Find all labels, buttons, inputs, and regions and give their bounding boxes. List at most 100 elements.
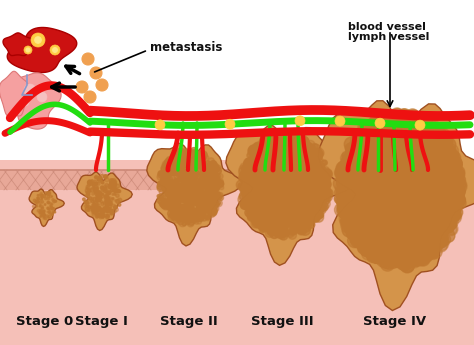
Circle shape <box>177 204 182 209</box>
Circle shape <box>43 215 45 217</box>
Circle shape <box>296 206 302 212</box>
Circle shape <box>104 175 108 178</box>
Circle shape <box>378 215 389 226</box>
Circle shape <box>348 207 356 216</box>
Circle shape <box>411 142 420 151</box>
Circle shape <box>377 137 391 151</box>
Circle shape <box>402 212 408 218</box>
Circle shape <box>388 141 394 148</box>
Circle shape <box>428 191 434 197</box>
Circle shape <box>416 114 425 122</box>
Circle shape <box>430 130 439 139</box>
Circle shape <box>376 163 384 171</box>
Circle shape <box>383 115 393 125</box>
Circle shape <box>318 175 327 184</box>
Circle shape <box>266 152 273 159</box>
Circle shape <box>198 160 202 165</box>
Circle shape <box>264 202 270 208</box>
Circle shape <box>167 163 173 170</box>
Circle shape <box>364 210 373 219</box>
Circle shape <box>244 191 251 198</box>
Circle shape <box>286 205 295 213</box>
Circle shape <box>344 224 352 231</box>
Circle shape <box>170 164 174 168</box>
Circle shape <box>177 215 184 222</box>
Circle shape <box>218 193 223 198</box>
Circle shape <box>191 216 198 223</box>
Circle shape <box>115 206 118 208</box>
Circle shape <box>205 176 213 183</box>
Circle shape <box>403 147 412 156</box>
Circle shape <box>297 171 303 177</box>
Circle shape <box>437 162 449 174</box>
Circle shape <box>348 180 358 190</box>
Circle shape <box>440 203 449 213</box>
Circle shape <box>362 210 370 219</box>
Circle shape <box>187 180 192 185</box>
Circle shape <box>375 118 385 128</box>
Circle shape <box>403 200 414 211</box>
Circle shape <box>406 244 417 256</box>
Circle shape <box>448 175 456 182</box>
Circle shape <box>434 162 447 175</box>
Circle shape <box>210 208 217 215</box>
Circle shape <box>346 229 356 239</box>
Circle shape <box>199 209 206 217</box>
Circle shape <box>306 209 312 216</box>
Circle shape <box>451 178 461 188</box>
Circle shape <box>391 228 401 239</box>
Circle shape <box>178 200 185 208</box>
Circle shape <box>427 165 434 173</box>
Circle shape <box>106 203 109 206</box>
Circle shape <box>394 231 403 239</box>
Circle shape <box>275 169 283 176</box>
Circle shape <box>185 164 189 168</box>
Circle shape <box>380 204 388 211</box>
Circle shape <box>280 188 286 195</box>
Circle shape <box>107 200 109 202</box>
Circle shape <box>377 247 384 254</box>
Circle shape <box>87 208 91 211</box>
Circle shape <box>355 181 367 193</box>
Circle shape <box>426 176 433 183</box>
Circle shape <box>317 187 324 194</box>
Circle shape <box>246 162 253 170</box>
Circle shape <box>370 116 379 125</box>
Circle shape <box>99 208 101 210</box>
Circle shape <box>289 184 296 190</box>
Circle shape <box>413 154 420 161</box>
Circle shape <box>310 199 319 209</box>
Circle shape <box>277 172 284 180</box>
Circle shape <box>456 196 464 204</box>
Circle shape <box>323 170 332 179</box>
Circle shape <box>258 215 263 220</box>
Circle shape <box>214 186 219 190</box>
Circle shape <box>406 208 416 218</box>
Circle shape <box>110 185 112 188</box>
Circle shape <box>424 153 433 162</box>
Circle shape <box>342 152 350 159</box>
Circle shape <box>293 141 302 150</box>
Circle shape <box>383 253 389 259</box>
Circle shape <box>372 239 382 249</box>
Circle shape <box>253 178 262 187</box>
Circle shape <box>410 180 423 193</box>
Circle shape <box>408 194 415 200</box>
Circle shape <box>363 213 374 224</box>
Circle shape <box>352 159 365 172</box>
Circle shape <box>268 135 274 142</box>
Circle shape <box>423 235 431 242</box>
Circle shape <box>369 161 377 169</box>
Circle shape <box>409 161 418 170</box>
Circle shape <box>387 197 396 206</box>
Circle shape <box>387 228 398 239</box>
Circle shape <box>422 209 433 221</box>
Circle shape <box>297 189 307 199</box>
Circle shape <box>340 173 348 181</box>
Circle shape <box>260 136 269 146</box>
Circle shape <box>288 140 294 145</box>
Circle shape <box>427 142 437 152</box>
Circle shape <box>436 179 448 192</box>
Circle shape <box>402 207 413 218</box>
Circle shape <box>393 154 406 167</box>
